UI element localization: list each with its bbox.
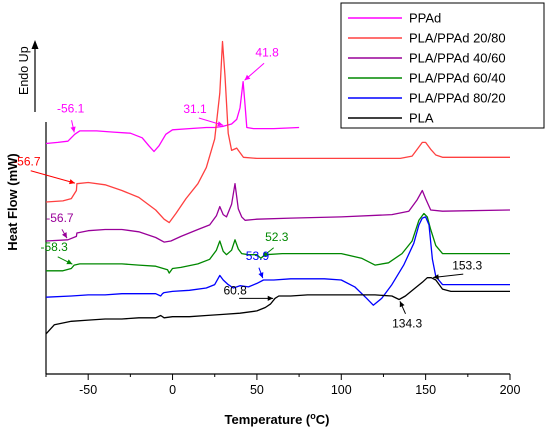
endo-arrow-head (31, 40, 39, 49)
x-tick-label: 100 (331, 383, 352, 397)
annotation-arrow (30, 170, 76, 184)
x-axis-title-degree: o (310, 411, 316, 421)
annotation-label: 153.3 (452, 259, 482, 273)
annotation-arrowhead (399, 301, 405, 308)
annotation-label: 53.9 (246, 249, 270, 263)
x-axis-title: Temperature (oC) (225, 411, 330, 427)
annotation-label: 134.3 (392, 316, 422, 330)
annotation-arrowhead (244, 74, 251, 81)
y-axis-title: Heat Flow (mW) (5, 153, 20, 251)
legend-label: PLA/PPAd 20/80 (409, 31, 506, 46)
x-axis: -50 0 50 100 150 200 (45, 373, 521, 397)
annotation-arrowhead (61, 232, 67, 239)
series-line (45, 80, 300, 153)
series-line (45, 216, 510, 306)
annotation-arrowhead (262, 251, 269, 257)
legend: PPAd PLA/PPAd 20/80 PLA/PPAd 40/60 PLA/PPAd… (340, 2, 545, 129)
annotation-label: 31.1 (183, 102, 207, 116)
series-line (45, 40, 510, 224)
series-line (45, 183, 511, 243)
annotation-arrowhead (69, 179, 75, 185)
legend-label: PLA/PPAd 40/60 (409, 51, 506, 66)
annotation-arrowhead (258, 272, 264, 279)
x-tick-label: 0 (169, 383, 176, 397)
legend-box (340, 2, 545, 129)
series-line (45, 277, 510, 335)
annotation-arrowhead (433, 274, 439, 280)
x-tick-label: 150 (415, 383, 436, 397)
annotation-label: 60.8 (223, 283, 247, 297)
annotation-layer: -56.1 31.1 41.8 -56.7 -56.7 -58.3 52.3 53.9 60.8… (13, 46, 482, 331)
annotation-label: 52.3 (265, 230, 289, 244)
endo-up-indicator: Endo Up (17, 40, 39, 112)
annotation-label: 41.8 (255, 46, 279, 60)
annotation-arrowhead (267, 295, 274, 301)
x-axis-title-unit: C) (316, 412, 330, 427)
annotation-arrowhead (70, 126, 76, 133)
annotation-label: -56.1 (57, 101, 85, 115)
x-tick-label: 200 (500, 383, 521, 397)
legend-label: PPAd (409, 11, 441, 26)
annotation-label: -56.7 (46, 211, 74, 225)
x-axis-title-main: Temperature ( (225, 412, 311, 427)
series-line (46, 212, 510, 274)
endo-up-label: Endo Up (17, 46, 31, 95)
x-tick-label: -50 (79, 383, 97, 397)
legend-label: PLA/PPAd 80/20 (409, 91, 506, 106)
annotation-label: -56.7 (13, 155, 41, 169)
x-tick-label: 50 (250, 383, 264, 397)
annotation-arrowhead (217, 121, 224, 127)
annotation-label: -58.3 (40, 240, 68, 254)
series-layer (45, 40, 511, 335)
legend-label: PLA (409, 111, 434, 126)
annotation-arrowhead (66, 259, 73, 265)
legend-label: PLA/PPAd 60/40 (409, 71, 506, 86)
